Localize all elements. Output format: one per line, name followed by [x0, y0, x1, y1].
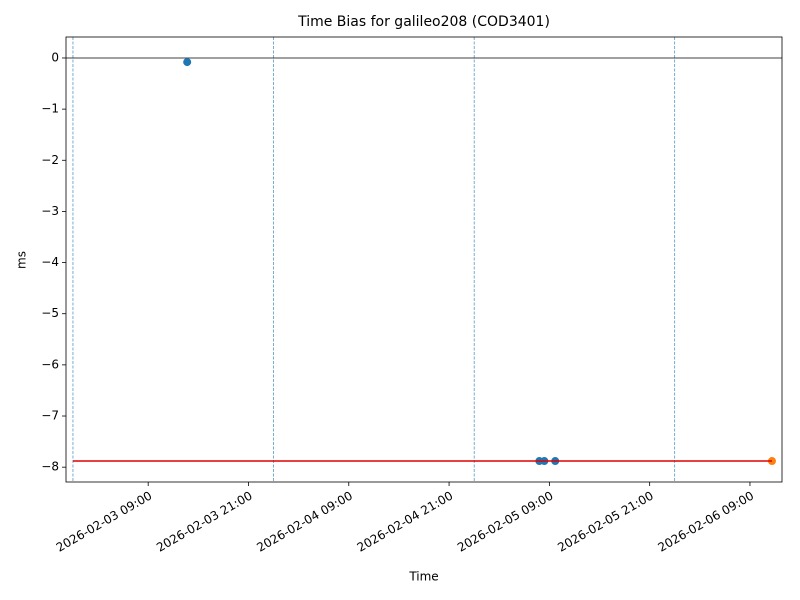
y-tick-label: −1 [41, 102, 59, 116]
y-tick-label: −8 [41, 460, 59, 474]
y-tick-label: −6 [41, 357, 59, 371]
y-tick-label: −5 [41, 306, 59, 320]
y-tick-label: −2 [41, 153, 59, 167]
point [183, 58, 192, 67]
y-tick-label: −4 [41, 255, 59, 269]
plot-frame [65, 36, 783, 483]
chart-title: Time Bias for galileo208 (COD3401) [297, 14, 550, 30]
y-axis-label: ms [15, 251, 29, 269]
y-tick-label: 0 [51, 50, 59, 64]
x-axis-label: Time [408, 570, 438, 584]
y-tick-label: −3 [41, 204, 59, 218]
y-tick-label: −7 [41, 409, 59, 423]
